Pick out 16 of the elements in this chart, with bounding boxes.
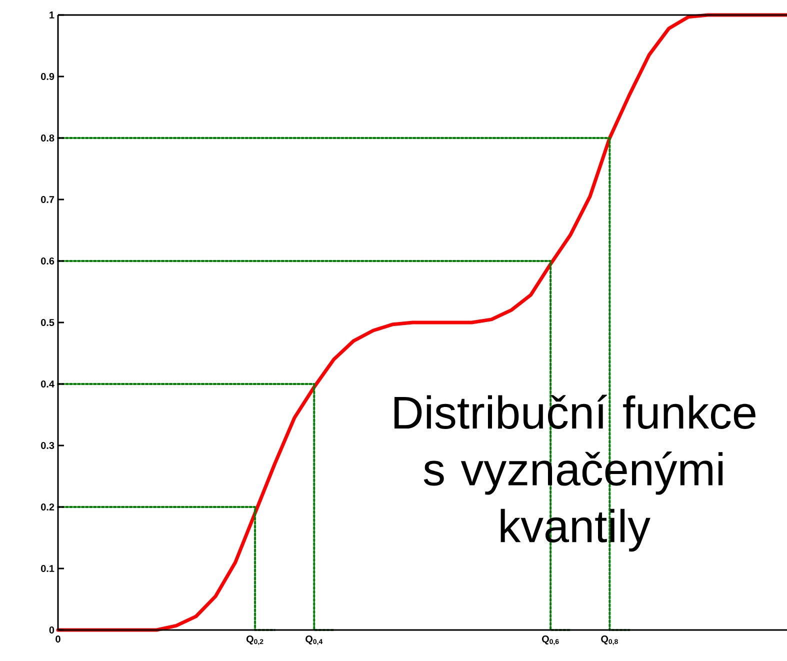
y-tick-label: 0.8 (41, 134, 54, 142)
y-tick-label: 0.4 (41, 380, 54, 388)
y-tick-label: 0.2 (41, 503, 54, 511)
x-tick-label: Q$_{0,4}$ (306, 636, 323, 646)
y-tick-label: 0 (49, 626, 54, 634)
y-tick-label: 1 (50, 12, 54, 18)
x-tick-label: 0 (56, 636, 60, 643)
y-tick-label: 0.5 (41, 318, 54, 326)
y-tick-label: 0.7 (41, 196, 54, 204)
x-tick-label: Q$_{0,6}$ (542, 636, 559, 646)
x-tick-label: Q$_{0,2}$ (246, 636, 264, 646)
y-tick-label: 0.3 (41, 442, 54, 450)
y-tick-label: 0.9 (41, 72, 54, 80)
y-tick-label: 0.6 (41, 257, 54, 265)
x-tick-label: Q$_{0,8}$ (601, 636, 618, 646)
y-tick-label: 0.1 (41, 564, 54, 572)
